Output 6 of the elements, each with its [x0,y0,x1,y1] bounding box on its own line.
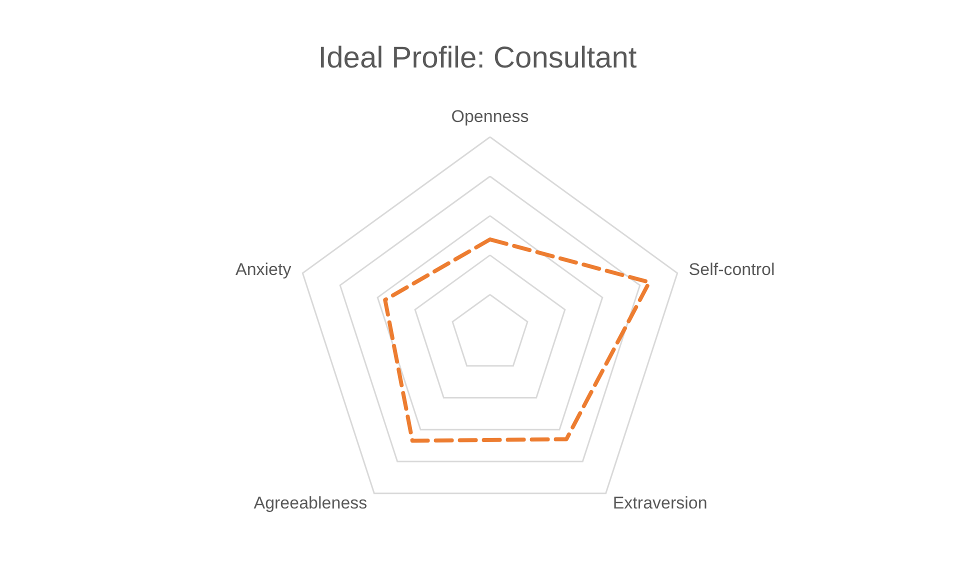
spoke-label: Anxiety [235,260,292,279]
spoke-label: Agreeableness [254,494,368,513]
spoke-label: Self-control [688,260,775,279]
spoke-label: Extraversion [612,494,708,513]
chart-title: Ideal Profile: Consultant [318,42,638,74]
spoke-label: Openness [451,107,529,126]
